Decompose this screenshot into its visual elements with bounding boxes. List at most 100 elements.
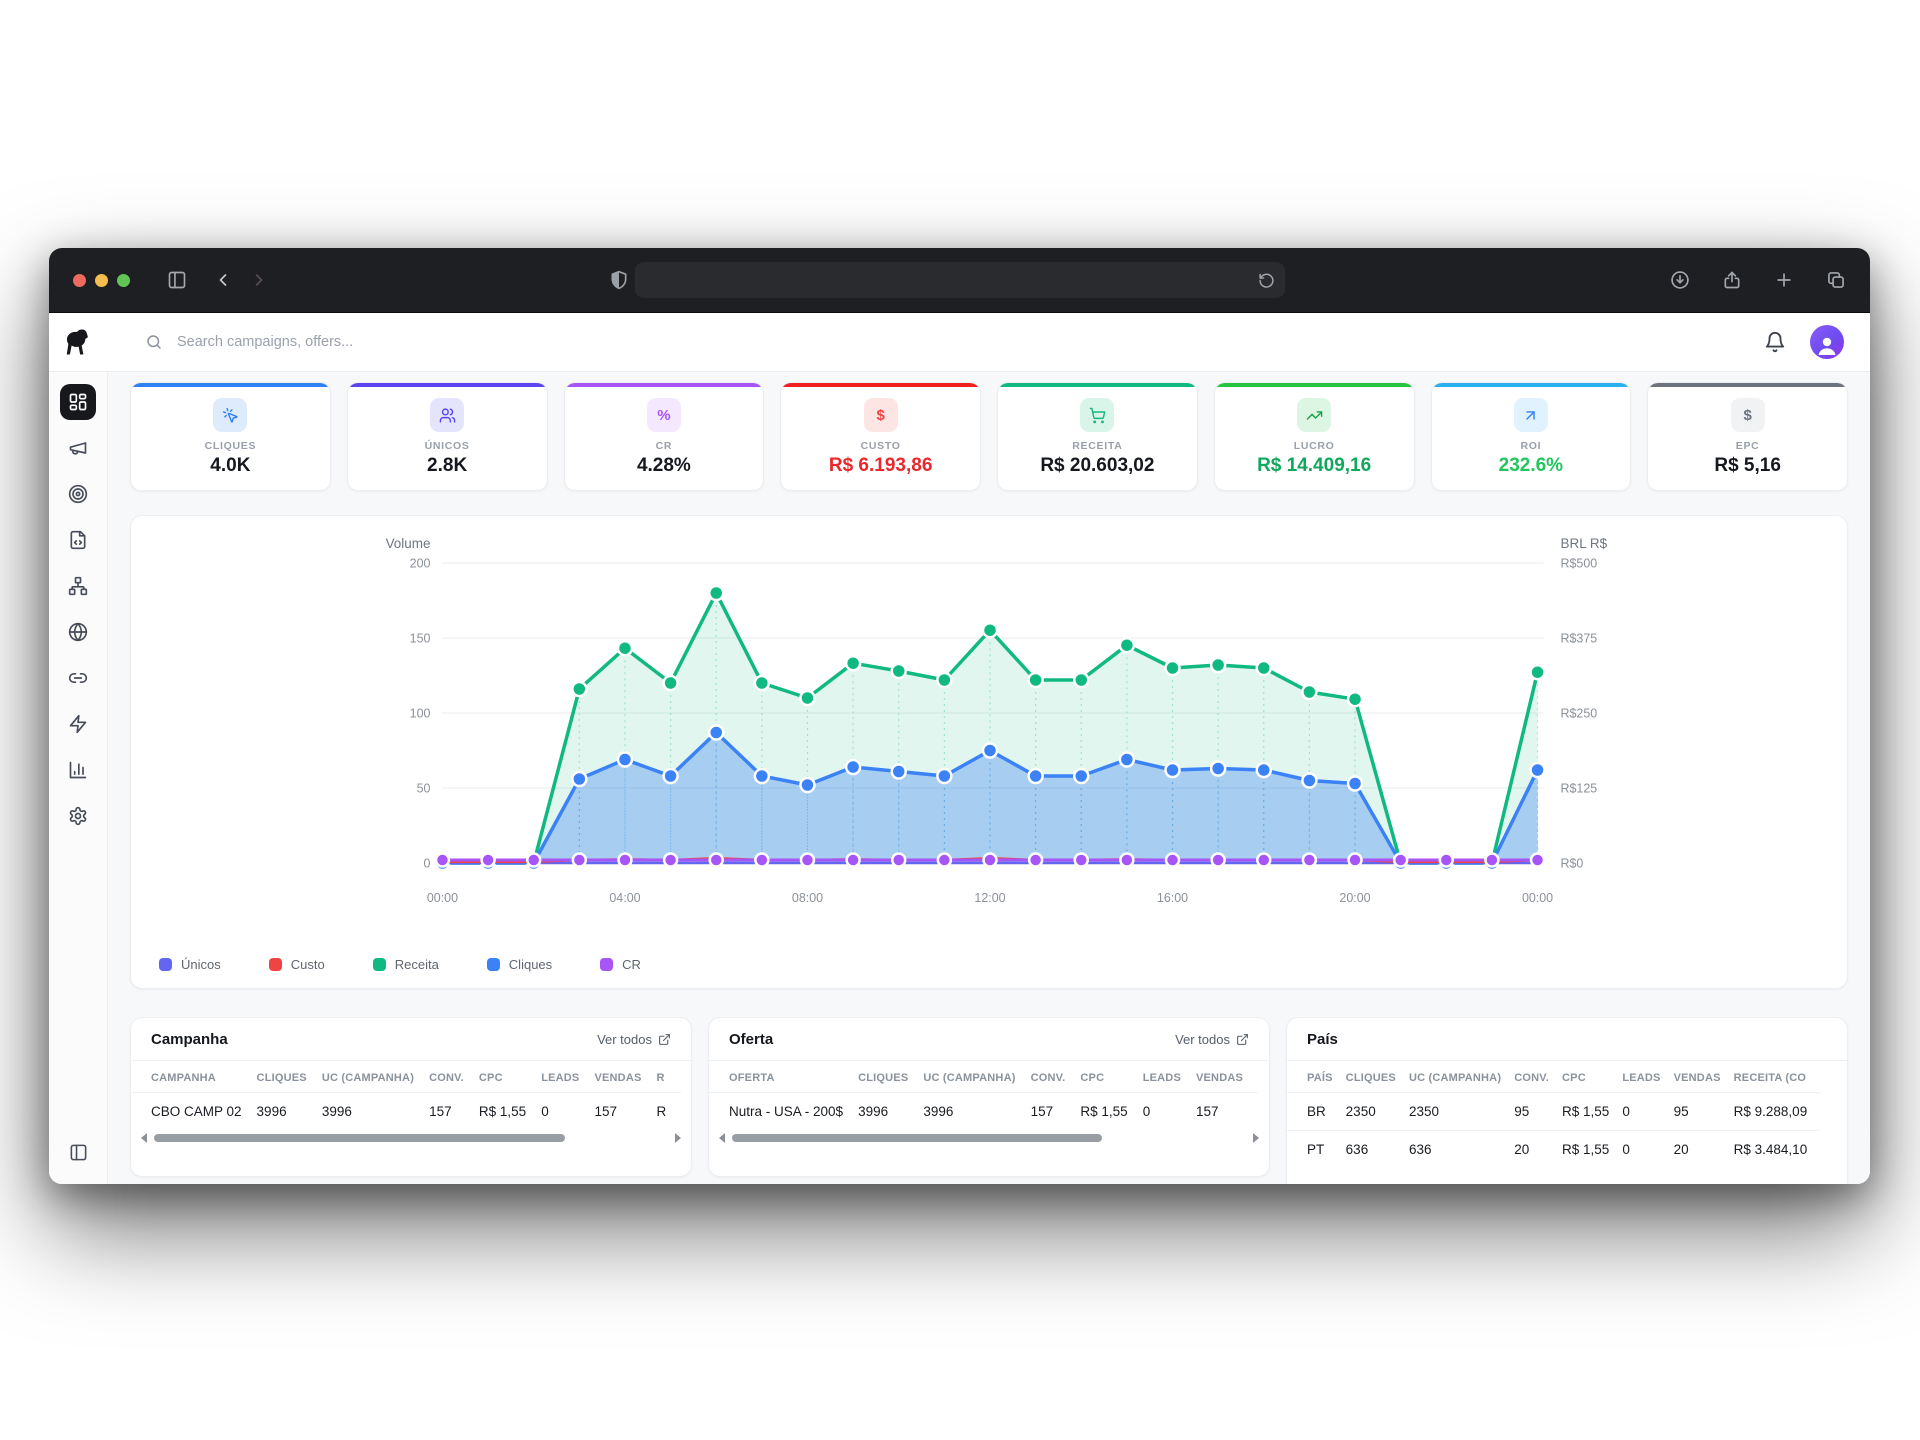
bell-icon[interactable] [1764,331,1786,353]
legend-swatch [268,958,282,971]
card-accent-bar [781,383,980,387]
scroll-left-icon[interactable] [141,1133,147,1143]
sidebar-item-bar-chart[interactable] [60,752,96,788]
sidebar [49,372,108,1184]
app-topbar [49,313,1870,372]
percent-icon: % [646,398,681,432]
forward-icon[interactable] [249,270,269,290]
svg-text:00:00: 00:00 [427,891,458,905]
dollar-icon: $ [1730,398,1765,432]
table-title: País [1307,1031,1338,1048]
sidebar-item-link[interactable] [60,660,96,696]
scrollbar-thumb[interactable] [732,1134,1103,1142]
shield-icon[interactable] [609,270,629,290]
table-cell: 157 [1030,1092,1081,1130]
chart-legend: Únicos Custo Receita Cliques CR [159,957,641,972]
table-cell: 2350 [1408,1092,1515,1131]
avatar[interactable] [1810,325,1844,359]
svg-text:04:00: 04:00 [609,891,640,905]
column-header: LEADS [1142,1072,1181,1084]
card-accent-bar [347,383,547,387]
reload-icon[interactable] [1258,272,1275,289]
url-bar[interactable] [634,262,1285,298]
table-cell: PT [1287,1130,1346,1168]
table-cell: 3996 [923,1092,1031,1130]
svg-text:12:00: 12:00 [974,891,1005,905]
traffic-chart: Volume BRL R$ 200 R$500 150 R$375 100 R$250 50 R$… [386,536,1608,905]
zoom-button[interactable] [117,273,130,287]
table-cell: 3996 [321,1092,430,1130]
stat-value: 4.28% [636,455,691,476]
sidebar-item-megaphone[interactable] [60,430,96,466]
panel-left-icon [69,1143,88,1162]
sidebar-item-target[interactable] [60,476,96,512]
stat-value: R$ 6.193,86 [828,455,933,476]
column-header: CPC [1562,1072,1586,1084]
app-logo[interactable] [49,327,107,357]
external-link-icon [658,1033,671,1046]
svg-text:150: 150 [410,631,431,645]
megaphone-icon [68,438,88,458]
arrow-up-right-icon [1513,398,1548,432]
ver-todos-link[interactable]: Ver todos [597,1032,671,1047]
search-input[interactable] [175,333,779,351]
card-accent-bar [998,383,1197,387]
svg-text:20:00: 20:00 [1339,891,1370,905]
legend-item-cr[interactable]: CR [600,957,641,972]
horizontal-scrollbar[interactable] [131,1130,691,1143]
app: CLIQUES 4.0K ÚNICOS 2.8K% CR 4.28% $ CUSTO R$ 6.… [49,313,1870,1184]
table-cell: 95 [1514,1092,1563,1131]
download-icon[interactable] [1670,270,1690,290]
scrollbar-track[interactable] [154,1134,668,1142]
new-tab-icon[interactable] [1774,270,1794,290]
sidebar-collapse-button[interactable] [60,1134,96,1170]
horizontal-scrollbar[interactable] [709,1130,1269,1143]
svg-text:Volume: Volume [386,536,431,551]
close-button[interactable] [73,273,86,287]
svg-text:100: 100 [410,706,431,720]
ver-todos-link[interactable]: Ver todos [1175,1032,1249,1047]
tab-overview-icon[interactable] [1826,270,1846,290]
stat-cards-row: CLIQUES 4.0K ÚNICOS 2.8K% CR 4.28% $ CUSTO R$ 6.… [130,382,1848,491]
table-row: CBO CAMP 02 3996 3996 157 R$ 1,55 0 157 R [131,1092,682,1130]
stat-label: LUCRO [1293,440,1335,452]
legend-item-únicos[interactable]: Únicos [159,957,221,972]
sidebar-item-zap[interactable] [60,706,96,742]
sidebar-toggle-icon[interactable] [167,270,187,290]
table-cell: R$ 3.484,10 [1733,1130,1821,1168]
sidebar-item-globe[interactable] [60,614,96,650]
sidebar-item-file-code[interactable] [60,522,96,558]
card-accent-bar [564,383,764,387]
sidebar-item-network[interactable] [60,568,96,604]
scroll-right-icon[interactable] [675,1133,681,1143]
stat-label: ÚNICOS [424,440,470,452]
legend-item-receita[interactable]: Receita [372,957,439,972]
table-cell: 0 [541,1092,595,1130]
svg-text:R$250: R$250 [1561,706,1598,720]
scroll-right-icon[interactable] [1253,1133,1259,1143]
browser-toolbar [49,248,1870,313]
traffic-chart-card: Volume BRL R$ 200 R$500 150 R$375 100 R$250 50 R$… [130,515,1848,989]
svg-text:R$500: R$500 [1561,556,1598,570]
column-header: CLIQUES [1345,1072,1396,1084]
scrollbar-thumb[interactable] [154,1134,566,1142]
svg-text:00:00: 00:00 [1522,891,1553,905]
svg-text:200: 200 [410,556,431,570]
share-icon[interactable] [1722,270,1742,290]
stat-card-custo: $ CUSTO R$ 6.193,86 [780,382,981,491]
svg-text:0: 0 [424,856,431,870]
back-icon[interactable] [213,270,233,290]
sidebar-item-settings[interactable] [60,798,96,834]
table-cell: BR [1287,1092,1346,1131]
legend-item-cliques[interactable]: Cliques [486,957,552,972]
scrollbar-track[interactable] [732,1134,1246,1142]
legend-item-custo[interactable]: Custo [268,957,325,972]
scroll-left-icon[interactable] [719,1133,725,1143]
column-header: UC (CAMPANHA) [1408,1072,1502,1084]
stat-card-roi: ROI 232.6% [1430,382,1632,491]
minimize-button[interactable] [95,273,108,287]
card-accent-bar [131,383,330,387]
table-card-oferta: Oferta Ver todos OFERTA CLIQUES UC (CAMPANHA… [708,1017,1270,1177]
sidebar-item-dashboard[interactable] [60,384,96,420]
column-header: VENDAS [1673,1072,1721,1084]
